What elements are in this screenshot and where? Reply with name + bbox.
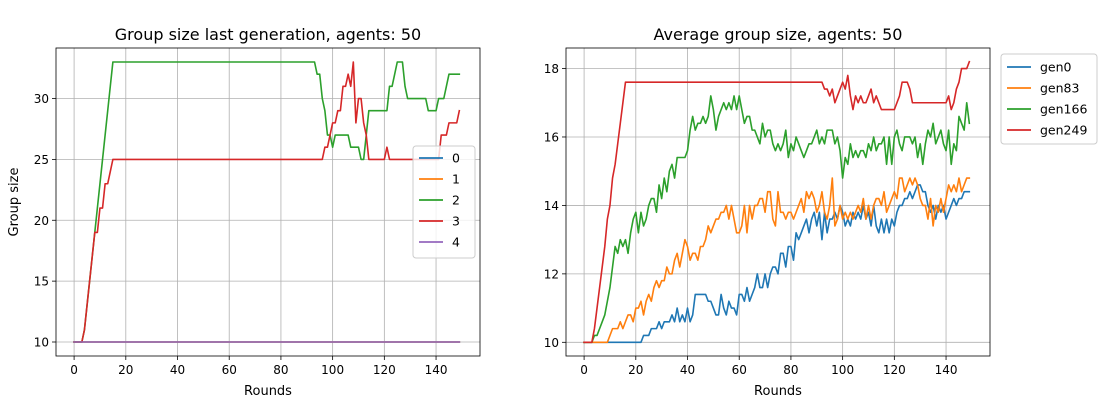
y-tick-label: 16	[544, 130, 559, 144]
x-tick-label: 60	[732, 363, 747, 377]
y-tick-label: 15	[34, 275, 49, 289]
series-line-2	[73, 61, 461, 343]
y-tick-label: 18	[544, 62, 559, 76]
legend-label-3: 3	[452, 214, 460, 229]
chart-title: Group size last generation, agents: 50	[115, 25, 421, 44]
legend-label-gen83: gen83	[1040, 81, 1079, 96]
plot-frame	[55, 47, 481, 357]
series-line-gen166	[583, 95, 971, 344]
legend-label-1: 1	[452, 172, 460, 187]
legend-box	[1000, 53, 1098, 145]
y-axis-label: Group size	[7, 168, 22, 237]
plot-frame	[565, 47, 991, 357]
legend-label-2: 2	[452, 193, 460, 208]
y-tick-label: 25	[34, 153, 49, 167]
x-axis-ticks: 0 20 40 60 80 100 120 140	[70, 356, 448, 377]
legend-label-4: 4	[452, 235, 460, 250]
x-tick-label: 100	[831, 363, 854, 377]
y-tick-label: 10	[34, 336, 49, 350]
x-axis-label: Rounds	[244, 384, 292, 399]
series-lines	[583, 60, 971, 344]
series-line-gen0	[583, 184, 971, 344]
x-tick-label: 40	[680, 363, 695, 377]
legend: 0 1 2 3 4	[412, 145, 476, 259]
x-tick-label: 20	[628, 363, 643, 377]
x-tick-label: 120	[883, 363, 906, 377]
x-tick-label: 80	[783, 363, 798, 377]
x-tick-label: 140	[425, 363, 448, 377]
legend-label-gen166: gen166	[1040, 102, 1087, 117]
x-tick-label: 20	[118, 363, 133, 377]
series-lines	[73, 61, 461, 343]
series-line-gen83	[583, 177, 971, 344]
y-tick-label: 12	[544, 267, 559, 281]
series-line-gen249	[583, 60, 971, 344]
chart-average-group-size: 0 20 40 60 80 100 120 140 10 12 14 16 18 Average gr…	[544, 25, 1098, 399]
legend-box	[412, 145, 476, 259]
y-tick-label: 14	[544, 199, 559, 213]
x-tick-label: 60	[222, 363, 237, 377]
y-tick-label: 10	[544, 336, 559, 350]
legend-label-0: 0	[452, 151, 460, 166]
chart-title: Average group size, agents: 50	[654, 25, 903, 44]
legend: gen0 gen83 gen166 gen249	[1000, 53, 1098, 145]
x-tick-label: 100	[321, 363, 344, 377]
x-tick-label: 80	[273, 363, 288, 377]
y-tick-label: 30	[34, 92, 49, 106]
y-tick-label: 20	[34, 214, 49, 228]
legend-label-gen249: gen249	[1040, 123, 1087, 138]
x-tick-label: 0	[70, 363, 78, 377]
x-axis-label: Rounds	[754, 384, 802, 399]
series-line-3	[73, 61, 461, 343]
y-axis-ticks: 10 12 14 16 18	[544, 62, 566, 350]
legend-label-gen0: gen0	[1040, 60, 1072, 75]
x-tick-label: 140	[935, 363, 958, 377]
x-tick-label: 40	[170, 363, 185, 377]
x-tick-label: 120	[373, 363, 396, 377]
x-tick-label: 0	[580, 363, 588, 377]
y-axis-ticks: 10 15 20 25 30	[34, 92, 56, 350]
x-axis-ticks: 0 20 40 60 80 100 120 140	[580, 356, 958, 377]
